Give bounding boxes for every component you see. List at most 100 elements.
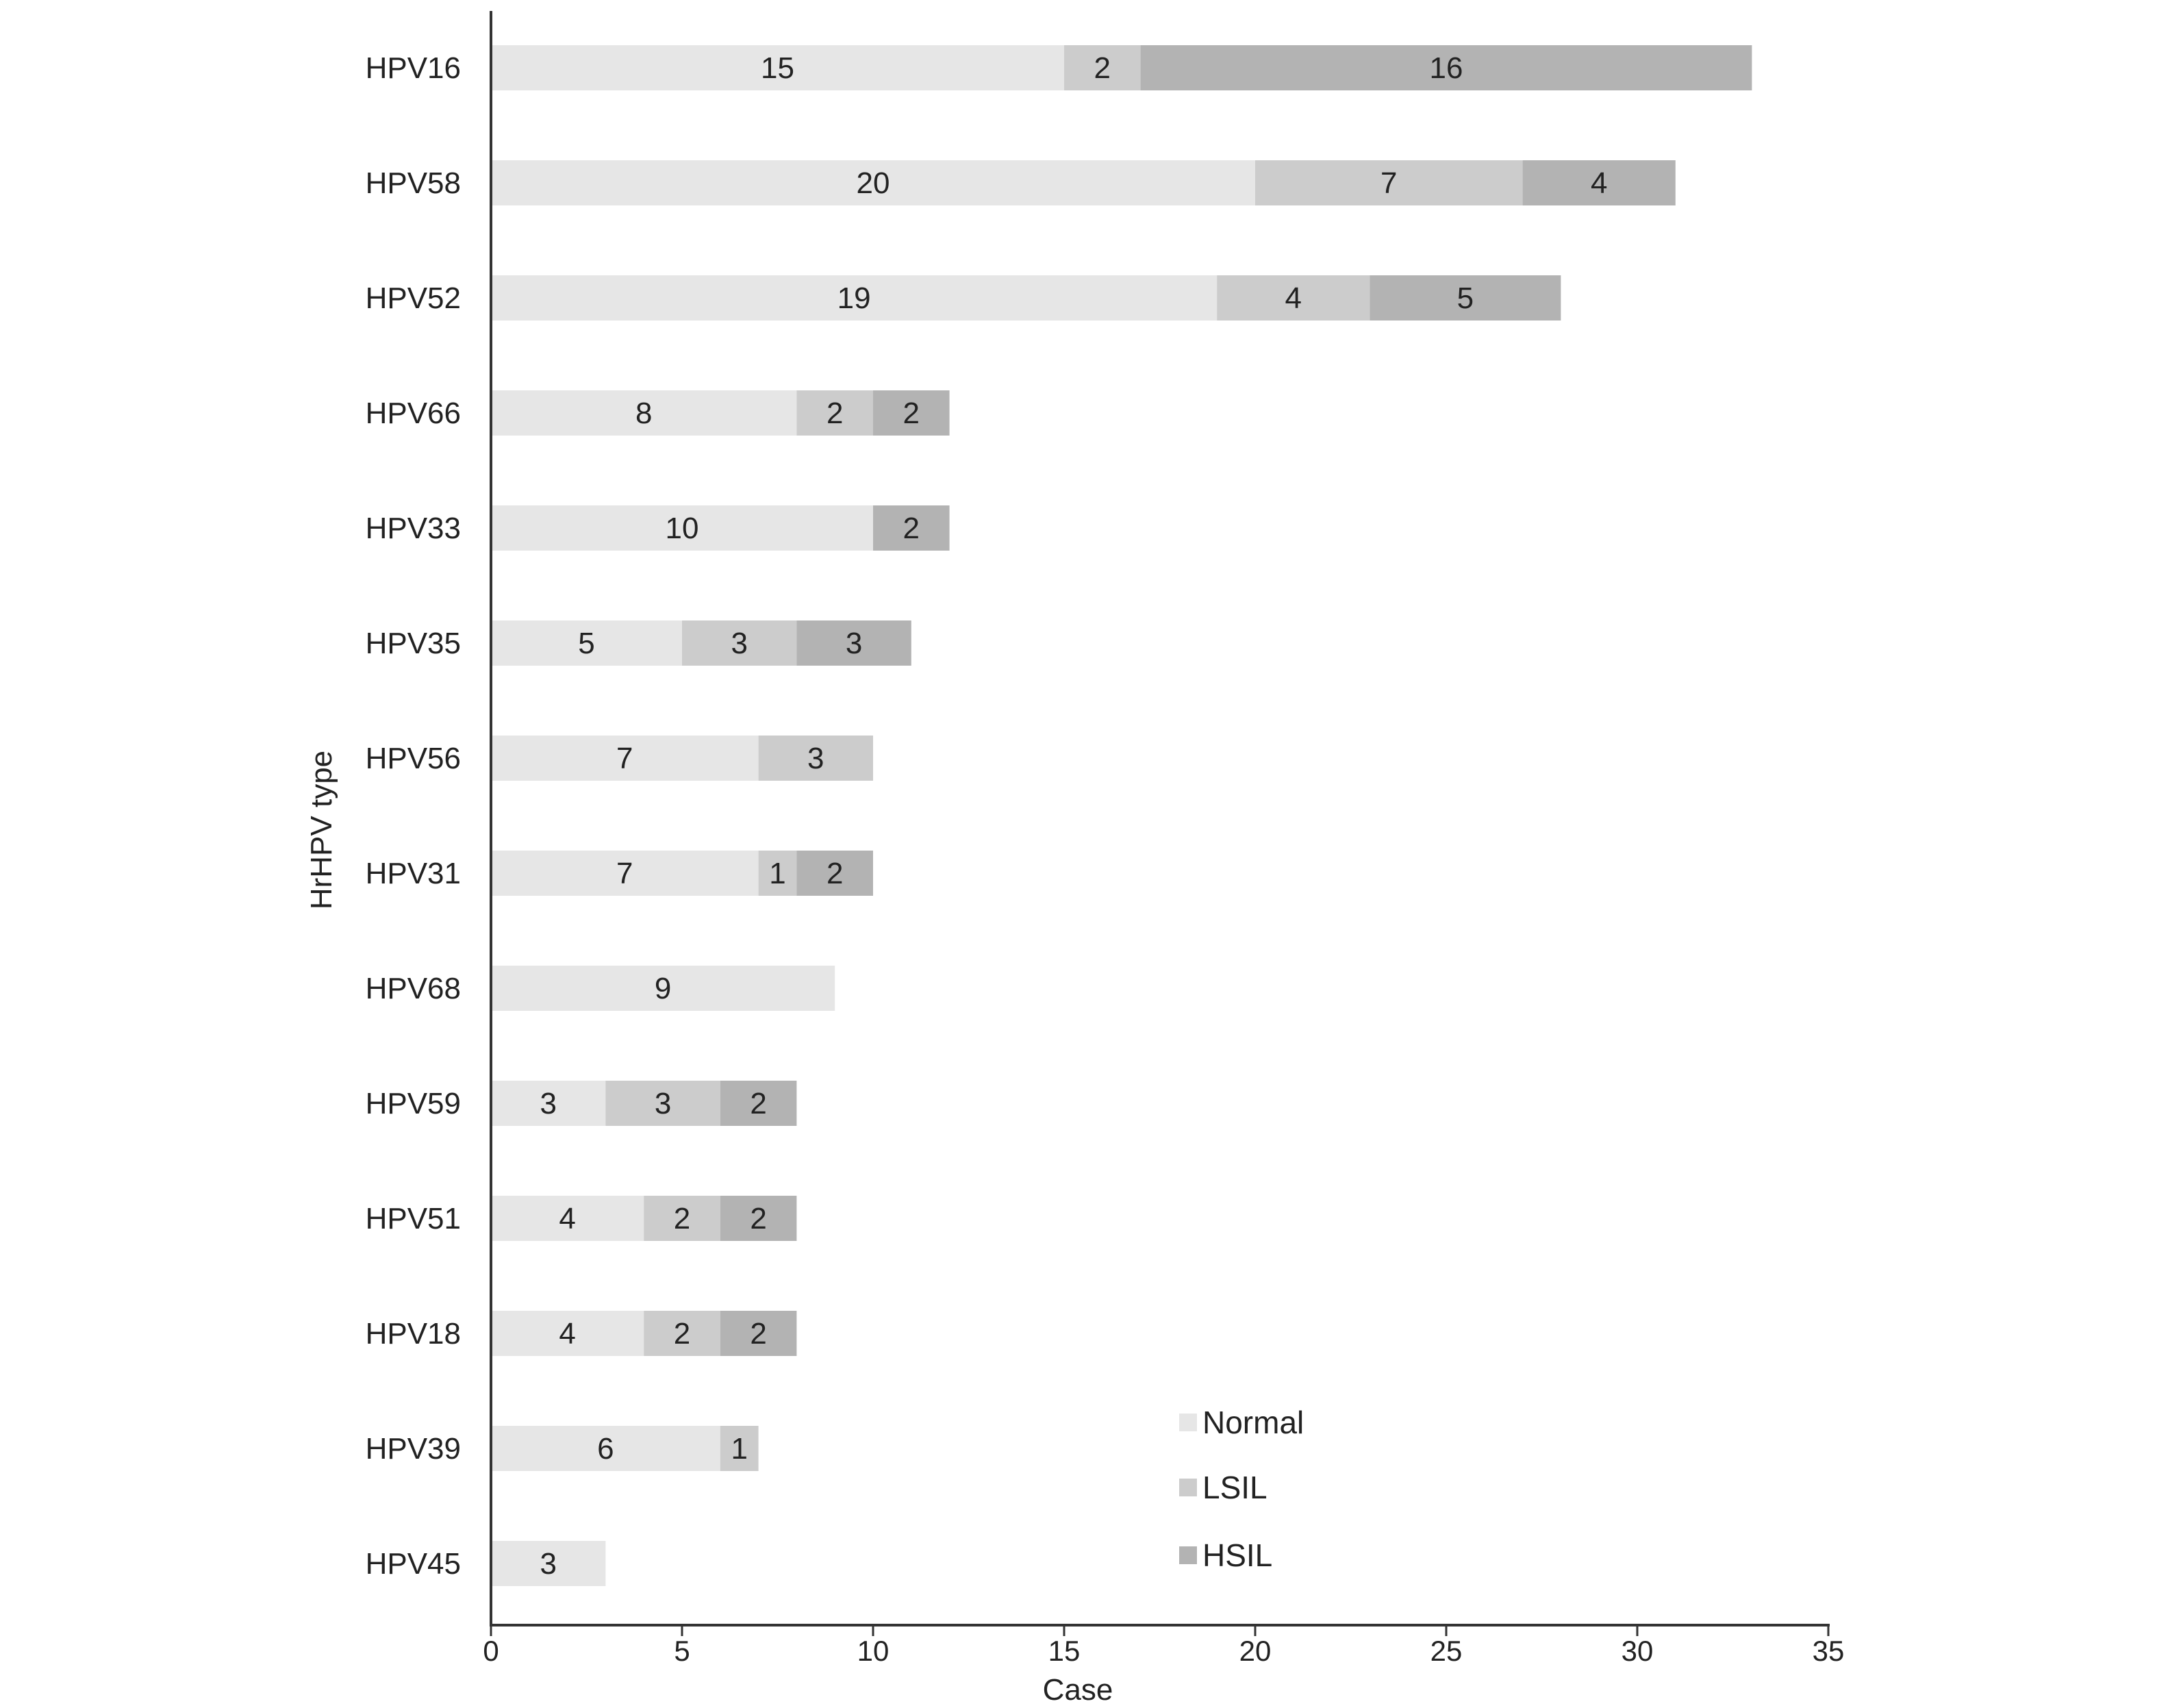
category-label: HPV31 (366, 857, 461, 890)
data-label: 4 (1285, 281, 1302, 315)
legend-swatch-normal (1179, 1414, 1197, 1431)
category-label: HPV66 (366, 397, 461, 430)
data-label: 3 (846, 627, 862, 660)
category-label: HPV16 (366, 51, 461, 85)
data-label: 2 (674, 1317, 690, 1351)
category-label: HPV33 (366, 512, 461, 545)
bar-segment-hsil (720, 1081, 797, 1126)
data-label: 2 (674, 1202, 690, 1235)
data-label: 3 (540, 1087, 556, 1120)
bar-segment-lsil (682, 620, 797, 666)
bar-segment-normal (491, 966, 835, 1011)
category-labels: HPV16 HPV58 HPV52 HPV66 HPV33 HPV35 HPV56 HPV31… (366, 51, 461, 1581)
bar-segment-normal (491, 620, 682, 666)
bar-segment-normal (491, 45, 1064, 90)
data-label: 3 (807, 742, 824, 775)
bar-segment-normal (491, 1196, 644, 1241)
bar-segment-normal (491, 160, 1255, 205)
bar-segment-hsil (796, 851, 873, 896)
category-label: HPV18 (366, 1317, 461, 1351)
bar-segment-normal (491, 1426, 720, 1471)
bar-segment-normal (491, 1081, 606, 1126)
category-label: HPV51 (366, 1202, 461, 1235)
data-label: 2 (750, 1087, 766, 1120)
category-label: HPV35 (366, 627, 461, 660)
legend-swatch-lsil (1179, 1479, 1197, 1496)
category-label: HPV59 (366, 1087, 461, 1120)
bar-segment-hsil (796, 620, 911, 666)
data-label: 6 (597, 1432, 614, 1466)
x-tick-label: 35 (1813, 1635, 1845, 1667)
category-label: HPV39 (366, 1432, 461, 1466)
category-label: HPV58 (366, 166, 461, 200)
legend: Normal LSIL HSIL (1179, 1405, 1304, 1573)
data-label: 2 (750, 1317, 766, 1351)
bar-segment-normal (491, 505, 873, 551)
data-label: 16 (1430, 51, 1463, 85)
data-label: 15 (761, 51, 794, 85)
bar-segment-hsil (1522, 160, 1676, 205)
x-tick-label: 10 (857, 1635, 890, 1667)
bar-segment-lsil (720, 1426, 759, 1471)
bar-segment-hsil (1140, 45, 1752, 90)
bar-segment-normal (491, 1311, 644, 1356)
data-label: 3 (655, 1087, 671, 1120)
data-label: 8 (635, 397, 652, 430)
bar-segment-hsil (1370, 275, 1561, 321)
data-label: 1 (731, 1432, 747, 1466)
bar-segment-lsil (1217, 275, 1370, 321)
bar-segment-hsil (720, 1196, 797, 1241)
legend-label: HSIL (1202, 1537, 1272, 1573)
data-label: 1 (769, 857, 785, 890)
data-label: 7 (616, 857, 633, 890)
category-label: HPV52 (366, 281, 461, 315)
bar-segment-lsil (758, 851, 797, 896)
bar-segment-normal (491, 851, 759, 896)
data-label: 2 (827, 857, 843, 890)
category-label: HPV68 (366, 972, 461, 1005)
bar-segment-lsil (644, 1311, 720, 1356)
legend-label: Normal (1202, 1405, 1304, 1440)
data-label: 2 (1094, 51, 1111, 85)
category-label: HPV56 (366, 742, 461, 775)
data-label: 2 (903, 397, 920, 430)
x-tick-label: 25 (1430, 1635, 1463, 1667)
bar-segment-lsil (1255, 160, 1523, 205)
data-label: 5 (1457, 281, 1474, 315)
data-label: 2 (903, 512, 920, 545)
bars-layer: 15 2 16 20 7 4 19 4 5 8 2 2 10 2 5 3 3 7 3 7 1 2 9 3 3 2 4 2 2 4 2 2 6 1 3 (491, 45, 1752, 1586)
bar-segment-normal (491, 736, 759, 781)
data-label: 3 (731, 627, 747, 660)
data-label: 5 (578, 627, 594, 660)
data-label: 19 (837, 281, 871, 315)
x-tick-label: 30 (1622, 1635, 1654, 1667)
bar-segment-lsil (796, 390, 873, 436)
x-tick-label: 15 (1048, 1635, 1081, 1667)
bar-segment-normal (491, 275, 1218, 321)
legend-label: LSIL (1202, 1470, 1267, 1505)
bar-segment-hsil (873, 505, 950, 551)
data-label: 4 (559, 1202, 575, 1235)
category-label: HPV45 (366, 1547, 461, 1581)
data-label: 20 (857, 166, 890, 200)
bar-segment-lsil (1064, 45, 1141, 90)
bar-segment-normal (491, 390, 797, 436)
data-label: 2 (827, 397, 843, 430)
bar-segment-lsil (605, 1081, 720, 1126)
data-label: 7 (616, 742, 633, 775)
bar-segment-lsil (758, 736, 873, 781)
bar-segment-hsil (720, 1311, 797, 1356)
bar-segment-hsil (873, 390, 950, 436)
x-tick-label: 5 (674, 1635, 690, 1667)
x-tick-label: 0 (483, 1635, 499, 1667)
data-label: 2 (750, 1202, 766, 1235)
data-label: 4 (559, 1317, 575, 1351)
data-label: 10 (666, 512, 699, 545)
data-label: 9 (655, 972, 671, 1005)
x-tick-label: 20 (1239, 1635, 1272, 1667)
bar-segment-lsil (644, 1196, 720, 1241)
data-label: 7 (1380, 166, 1397, 200)
legend-swatch-hsil (1179, 1546, 1197, 1564)
y-axis-title: HrHPV type (305, 751, 338, 909)
